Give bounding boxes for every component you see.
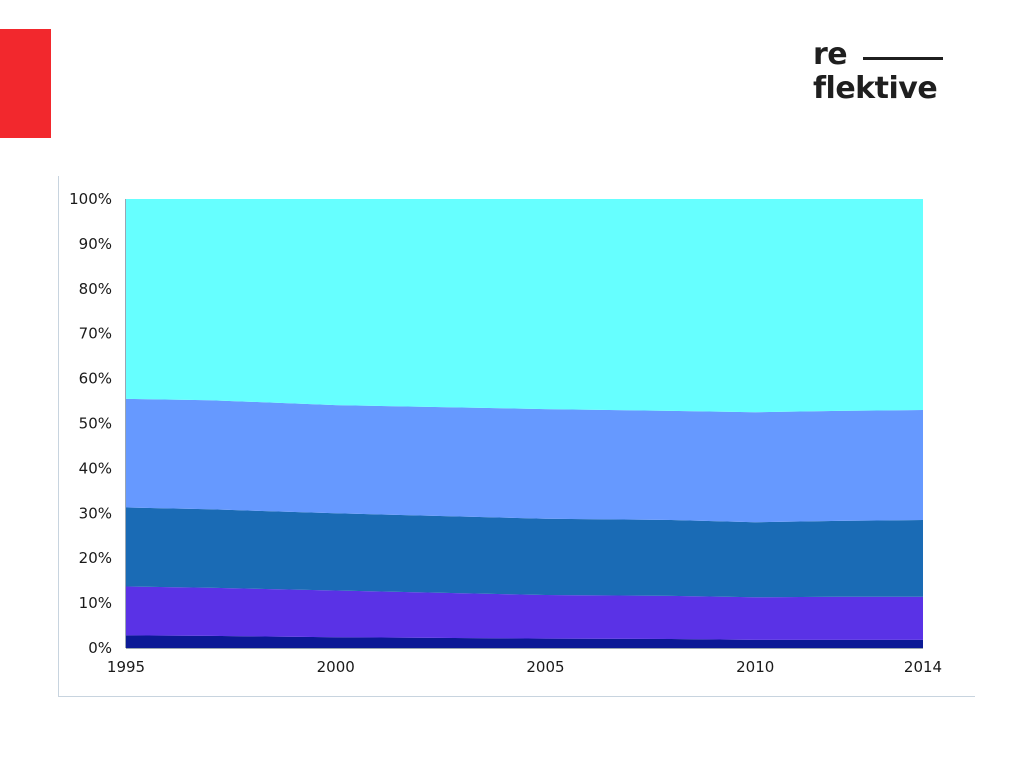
x-tick-label: 1995	[107, 658, 145, 676]
y-tick-label: 100%	[69, 190, 112, 208]
x-tick-label: 2014	[904, 658, 942, 676]
y-tick-label: 60%	[79, 370, 112, 388]
brand-logo: re flektive	[813, 38, 953, 110]
x-tick-label: 2010	[736, 658, 774, 676]
y-tick-label: 0%	[88, 639, 112, 657]
logo-text-line2: flektive	[813, 71, 938, 106]
area-series-4	[126, 398, 923, 523]
x-tick-label: 2000	[317, 658, 355, 676]
y-tick-label: 50%	[79, 415, 112, 433]
area-series-3	[126, 507, 923, 598]
area-series-1	[126, 635, 923, 648]
area-series-2	[126, 586, 923, 640]
y-tick-label: 20%	[79, 549, 112, 567]
y-tick-label: 10%	[79, 594, 112, 612]
x-tick-label: 2005	[526, 658, 564, 676]
y-tick-label: 70%	[79, 325, 112, 343]
area-series-5	[126, 199, 923, 413]
logo-text-line1: re	[813, 37, 848, 72]
brand-accent-bar	[0, 29, 51, 138]
chart-frame: 0% 10% 20% 30% 40% 50% 60% 70% 80% 90% 100% 1995 200…	[58, 176, 975, 697]
y-tick-label: 40%	[79, 459, 112, 477]
y-tick-label: 30%	[79, 504, 112, 522]
logo-rule	[863, 57, 943, 60]
y-tick-label: 90%	[79, 235, 112, 253]
stacked-area-chart: 0% 10% 20% 30% 40% 50% 60% 70% 80% 90% 100% 1995 200…	[69, 190, 942, 676]
y-tick-label: 80%	[79, 280, 112, 298]
